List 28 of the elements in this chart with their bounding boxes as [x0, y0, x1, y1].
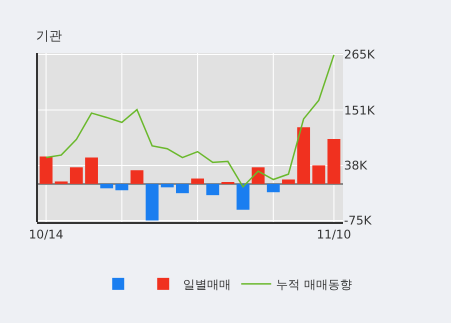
bar	[160, 184, 174, 188]
bar	[266, 184, 280, 192]
bar	[40, 156, 53, 184]
bar	[100, 184, 114, 188]
legend-label: 일별매매	[183, 278, 232, 292]
bar	[146, 184, 159, 221]
y-tick-label: 151K	[344, 103, 376, 118]
legend-label: 누적 매매동향	[276, 278, 352, 292]
x-tick-label: 11/10	[316, 227, 352, 242]
bar	[191, 178, 204, 184]
chart-title: 기관	[36, 29, 62, 44]
bar	[297, 127, 310, 184]
x-tick-label: 10/14	[28, 227, 64, 242]
bar	[130, 170, 144, 184]
line-series	[45, 54, 335, 188]
bar	[54, 181, 68, 184]
bar	[176, 184, 189, 194]
y-tick-label: -75K	[344, 214, 373, 228]
bar	[85, 158, 98, 184]
bar	[115, 184, 128, 190]
bar	[206, 184, 220, 196]
bar	[312, 165, 326, 184]
bar	[327, 138, 340, 184]
y-tick-label: 38K	[344, 158, 368, 173]
bar	[70, 167, 83, 184]
bar	[282, 180, 295, 184]
bar	[236, 184, 250, 210]
y-tick-label: 265K	[344, 48, 376, 62]
